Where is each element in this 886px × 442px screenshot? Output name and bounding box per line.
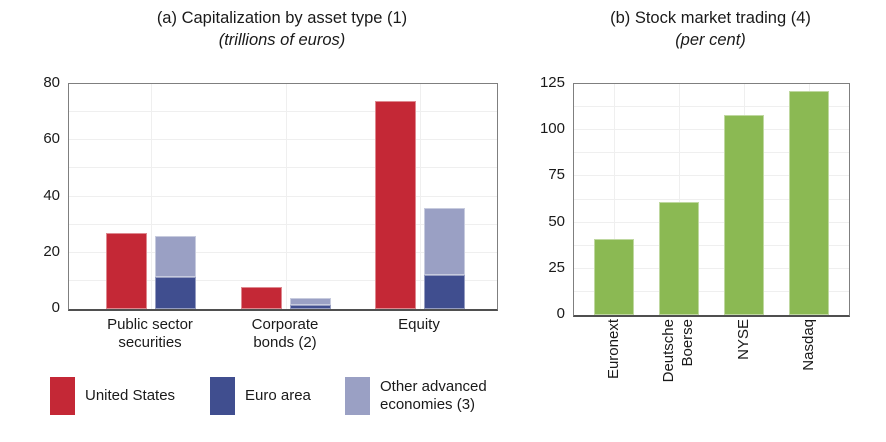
gridline-horizontal (574, 198, 849, 200)
legend-swatch-united-states (50, 377, 75, 415)
gridline-horizontal (574, 106, 849, 108)
legend-label: Euro area (245, 387, 311, 404)
y-axis-tick-label: 125 (539, 74, 565, 91)
gridline-vertical (285, 84, 287, 309)
bar-united-states-public-sector-securities (106, 233, 147, 309)
gridline-vertical (613, 84, 615, 315)
gridline-horizontal (574, 221, 849, 223)
gridline-vertical (150, 84, 152, 309)
x-axis-tick-label-public-sector-securities: Public sector securities (107, 316, 193, 351)
bar-euro-area-corporate-bonds-2 (290, 304, 331, 309)
legend-item-euro-area: Euro area (210, 377, 375, 415)
y-axis-tick-label: 80 (43, 74, 60, 91)
panel-b-title-block: (b) Stock market trading (4) (per cent) (553, 7, 868, 51)
panel-b-plot (573, 83, 850, 317)
y-axis-tick-label: 50 (548, 212, 565, 230)
x-axis-tick-label-corporate-bonds-2: Corporate bonds (2) (251, 316, 319, 351)
gridline-horizontal (69, 111, 497, 113)
panel-a-title-block: (a) Capitalization by asset type (1) (tr… (38, 7, 526, 51)
y-axis-tick-label: 20 (43, 242, 60, 260)
y-axis-tick-label: 40 (43, 186, 60, 204)
gridline-horizontal (574, 129, 849, 131)
gridline-horizontal (69, 167, 497, 169)
y-axis-tick-label: 60 (43, 130, 60, 148)
gridline-vertical (678, 84, 680, 315)
bar-euronext (594, 239, 634, 315)
x-axis-tick-label-equity: Equity (398, 316, 440, 333)
panel-a-subtitle: (trillions of euros) (218, 31, 346, 49)
bar-nasdaq (789, 91, 829, 315)
x-axis-tick-label-nyse: NYSE (734, 319, 752, 360)
bar-nyse (724, 115, 764, 315)
gridline-vertical (419, 84, 421, 309)
gridline-horizontal (574, 267, 849, 269)
legend-label: United States (85, 387, 176, 404)
legend-item-other-advanced-economies-3: Other advanced economies (3) (345, 377, 510, 415)
gridline-horizontal (574, 152, 849, 154)
bar-euro-area-equity (424, 275, 465, 309)
gridline-horizontal (69, 279, 497, 281)
legend-swatch-other-advanced-economies-3 (345, 377, 370, 415)
panel-a-plot (68, 83, 498, 311)
legend-swatch-euro-area (210, 377, 235, 415)
gridline-horizontal (574, 175, 849, 177)
gridline-horizontal (574, 244, 849, 246)
y-axis-tick-label: 0 (556, 305, 565, 322)
x-axis-tick-label-euronext: Euronext (604, 319, 622, 380)
y-axis-tick-label: 75 (548, 166, 565, 184)
legend-item-united-states: United States (50, 377, 215, 415)
y-axis-tick-label: 0 (51, 299, 60, 316)
legend-label: Other advanced economies (3) (380, 378, 487, 413)
bar-deutsche-boerse (659, 202, 699, 315)
bar-other-advanced-economies-3-public-sector-securities (155, 235, 196, 277)
x-axis-tick-label-deutsche-boerse: Deutsche Boerse (660, 319, 696, 383)
panel-b-subtitle: (per cent) (675, 31, 746, 49)
bar-other-advanced-economies-3-corporate-bonds-2 (290, 297, 331, 305)
gridline-horizontal (69, 223, 497, 225)
bar-united-states-corporate-bonds-2 (241, 286, 282, 309)
y-axis-tick-label: 100 (539, 120, 565, 138)
y-axis-tick-label: 25 (548, 258, 565, 276)
bar-euro-area-public-sector-securities (155, 276, 196, 309)
gridline-horizontal (69, 195, 497, 197)
gridline-horizontal (69, 139, 497, 141)
gridline-horizontal (574, 290, 849, 292)
panel-a-title: (a) Capitalization by asset type (1) (156, 9, 408, 27)
bar-other-advanced-economies-3-equity (424, 207, 465, 276)
gridline-horizontal (69, 251, 497, 253)
bar-united-states-equity (375, 100, 416, 309)
x-axis-tick-label-nasdaq: Nasdaq (799, 319, 817, 371)
panel-b-title: (b) Stock market trading (4) (610, 9, 811, 27)
